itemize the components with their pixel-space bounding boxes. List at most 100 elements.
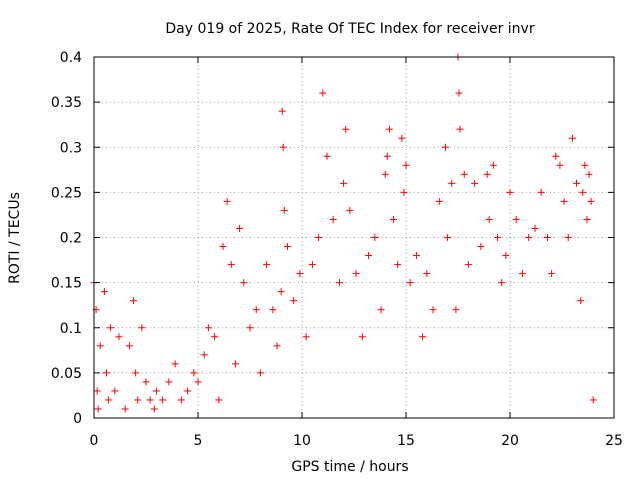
data-point [240, 279, 248, 287]
data-point [315, 234, 323, 241]
data-point [142, 378, 150, 386]
data-point [190, 369, 198, 377]
data-point [204, 324, 212, 332]
data-point [583, 215, 591, 223]
data-point [236, 224, 244, 232]
data-point [134, 396, 142, 404]
data-point [442, 143, 450, 151]
data-point [165, 378, 173, 386]
data-point [560, 197, 568, 205]
data-point [211, 333, 219, 341]
data-point [277, 288, 285, 296]
data-point [138, 324, 146, 332]
data-point [100, 288, 108, 296]
data-point [406, 279, 414, 287]
data-point [423, 270, 431, 278]
data-point [460, 170, 468, 178]
data-point [556, 161, 564, 169]
data-point [283, 243, 291, 251]
data-point [352, 270, 360, 278]
data-point [358, 333, 366, 341]
data-point [456, 125, 464, 133]
data-point [308, 261, 316, 269]
data-point [96, 342, 104, 350]
data-point [150, 405, 158, 413]
data-point [93, 387, 101, 395]
data-point [132, 369, 140, 377]
data-point [177, 396, 185, 404]
data-point [455, 89, 463, 97]
data-point [319, 89, 327, 97]
axis-ticks [93, 56, 615, 419]
data-point [579, 188, 587, 196]
data-point [552, 152, 560, 160]
data-point [152, 387, 160, 395]
data-point [278, 107, 286, 115]
data-point [543, 234, 551, 241]
y-tick-label: 0.1 [60, 321, 82, 337]
data-point [184, 387, 192, 395]
data-point [402, 161, 410, 169]
y-tick-label: 0.35 [51, 95, 82, 111]
data-point [365, 252, 373, 260]
x-tick-label: 10 [293, 433, 311, 449]
data-point [269, 306, 277, 314]
data-point [171, 360, 179, 368]
data-point [329, 215, 337, 223]
data-point [107, 324, 115, 332]
data-point [377, 306, 385, 314]
data-point [383, 152, 391, 160]
y-tick-label: 0 [73, 411, 82, 427]
data-point [302, 333, 310, 341]
data-point [290, 297, 298, 305]
data-point [279, 143, 287, 151]
data-point [512, 215, 520, 223]
data-point [587, 197, 595, 205]
data-point [494, 234, 502, 241]
data-points [90, 53, 597, 413]
data-point [159, 396, 167, 404]
data-point [231, 360, 239, 368]
data-point [400, 188, 408, 196]
data-point [448, 179, 456, 187]
data-point [537, 188, 545, 196]
y-axis-label: ROTI / TECUs [7, 192, 23, 284]
data-point [256, 369, 264, 377]
data-point [342, 125, 350, 133]
x-tick-label: 25 [605, 433, 623, 449]
data-point [452, 306, 460, 314]
data-point [498, 279, 506, 287]
data-point [477, 243, 485, 251]
y-tick-label: 0.05 [51, 366, 82, 382]
data-point [105, 396, 113, 404]
data-point [215, 396, 223, 404]
data-point [444, 234, 452, 241]
data-point [263, 261, 271, 269]
data-point [531, 224, 539, 232]
data-point [125, 342, 133, 350]
data-point [121, 405, 129, 413]
data-point [194, 378, 202, 386]
data-point [219, 243, 227, 251]
data-point [398, 134, 406, 142]
data-point [323, 152, 331, 160]
data-point [371, 234, 379, 241]
data-point [429, 306, 437, 314]
data-point [502, 252, 510, 260]
y-tick-label: 0.2 [60, 231, 82, 247]
data-point [296, 270, 304, 278]
y-tick-label: 0.4 [60, 50, 82, 66]
data-point [471, 179, 479, 187]
data-point [518, 270, 526, 278]
data-point [223, 197, 231, 205]
data-point [581, 161, 589, 169]
x-tick-label: 20 [501, 433, 519, 449]
data-point [435, 197, 443, 205]
y-tick-label: 0.25 [51, 185, 82, 201]
y-tick-label: 0.15 [51, 276, 82, 292]
data-point [146, 396, 154, 404]
data-point [589, 396, 597, 404]
data-point [483, 170, 491, 178]
data-point [227, 261, 235, 269]
